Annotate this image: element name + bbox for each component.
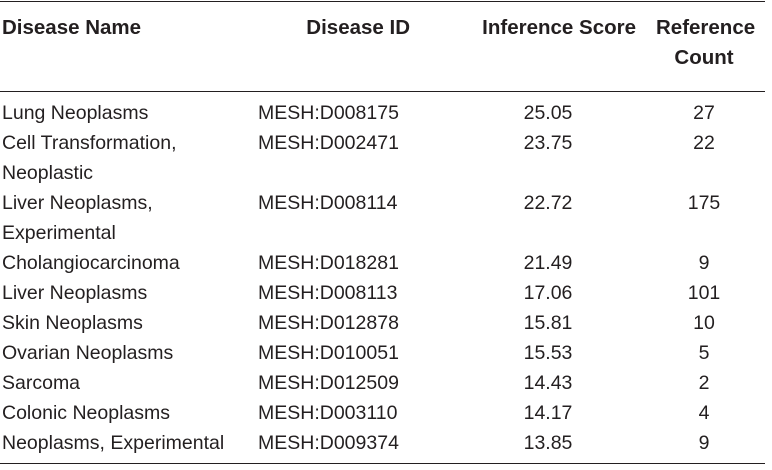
disease-name-line1: Liver Neoplasms,: [2, 192, 153, 214]
cell-inference-score: 15.53: [523, 342, 573, 364]
cell-disease-name: Ovarian Neoplasms: [2, 338, 252, 368]
cell-inference-score: 14.17: [523, 402, 573, 424]
cell-disease-name: Lung Neoplasms: [2, 98, 252, 128]
cell-inference-score: 13.85: [523, 432, 573, 454]
disease-name-line1: Cholangiocarcinoma: [2, 252, 180, 274]
cell-inference-score: 22.72: [523, 192, 573, 214]
table-top-rule: [0, 1, 765, 2]
cell-disease-name: Cell Transformation, Neoplastic: [2, 128, 252, 188]
cell-disease-id: MESH:D008114: [258, 192, 398, 214]
cell-reference-count: 5: [698, 342, 710, 364]
cell-inference-score: 14.43: [523, 372, 573, 394]
cell-reference-count: 10: [693, 312, 715, 334]
cell-disease-id: MESH:D012878: [258, 312, 399, 334]
cell-disease-id: MESH:D012509: [258, 372, 399, 394]
cell-disease-name: Neoplasms, Experimental: [2, 428, 252, 458]
disease-name-line1: Neoplasms, Experimental: [2, 432, 225, 454]
header-reference-count-line2: Count: [674, 46, 734, 69]
header-disease-name: Disease Name: [2, 16, 142, 39]
header-reference-count-line1: Reference: [656, 16, 756, 39]
cell-reference-count: 2: [698, 372, 710, 394]
cell-disease-id: MESH:D010051: [258, 342, 399, 364]
cell-inference-score: 25.05: [523, 102, 573, 124]
cell-disease-name: Liver Neoplasms, Experimental: [2, 188, 252, 248]
cell-disease-id: MESH:D018281: [258, 252, 399, 274]
cell-disease-name: Sarcoma: [2, 368, 252, 398]
cell-inference-score: 17.06: [523, 282, 573, 304]
cell-inference-score: 15.81: [523, 312, 573, 334]
cell-disease-id: MESH:D003110: [258, 402, 398, 424]
cell-reference-count: 175: [687, 192, 721, 214]
cell-reference-count: 27: [693, 102, 715, 124]
disease-name-line1: Sarcoma: [2, 372, 81, 394]
cell-reference-count: 101: [687, 282, 721, 304]
header-disease-id: Disease ID: [306, 16, 410, 39]
header-reference-count: Reference Count: [656, 13, 756, 73]
cell-reference-count: 9: [698, 432, 710, 454]
disease-name-line1: Cell Transformation,: [2, 132, 177, 154]
table-bottom-rule: [0, 463, 765, 464]
cell-disease-id: MESH:D009374: [258, 432, 399, 454]
disease-name-line2: Experimental: [2, 222, 116, 244]
header-inference-score: Inference Score: [482, 16, 636, 39]
cell-disease-name: Colonic Neoplasms: [2, 398, 252, 428]
cell-disease-name: Skin Neoplasms: [2, 308, 252, 338]
cell-disease-name: Cholangiocarcinoma: [2, 248, 252, 278]
cell-disease-id: MESH:D002471: [258, 132, 399, 154]
cell-disease-id: MESH:D008175: [258, 102, 399, 124]
cell-reference-count: 9: [698, 252, 710, 274]
cell-reference-count: 4: [698, 402, 710, 424]
disease-name-line1: Lung Neoplasms: [2, 102, 149, 124]
disease-name-line1: Colonic Neoplasms: [2, 402, 170, 424]
disease-name-line1: Ovarian Neoplasms: [2, 342, 174, 364]
disease-name-line1: Skin Neoplasms: [2, 312, 143, 334]
disease-name-line1: Liver Neoplasms: [2, 282, 148, 304]
cell-disease-name: Liver Neoplasms: [2, 278, 252, 308]
table-header-rule: [0, 91, 765, 92]
cell-inference-score: 21.49: [523, 252, 573, 274]
disease-name-line2: Neoplastic: [2, 162, 94, 184]
cell-disease-id: MESH:D008113: [258, 282, 398, 304]
cell-inference-score: 23.75: [523, 132, 573, 154]
cell-reference-count: 22: [693, 132, 715, 154]
